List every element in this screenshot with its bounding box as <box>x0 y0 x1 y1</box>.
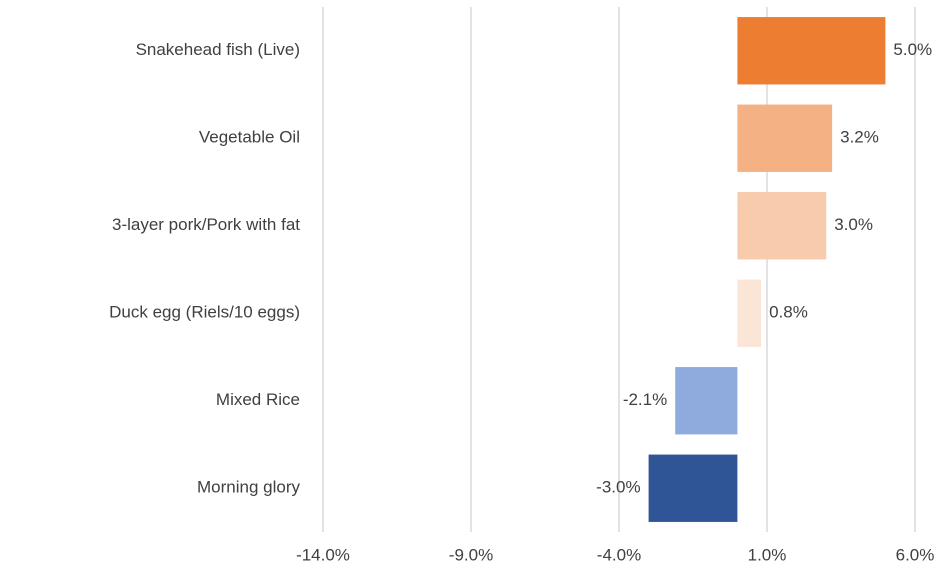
bar <box>737 192 827 260</box>
x-tick-label: -9.0% <box>449 545 493 564</box>
y-tick-label: Mixed Rice <box>216 390 300 409</box>
x-tick-label: -4.0% <box>597 545 641 564</box>
y-tick-label: Morning glory <box>197 478 300 497</box>
x-tick-label: 1.0% <box>748 545 787 564</box>
value-label: 5.0% <box>893 40 932 59</box>
x-tick-label: 6.0% <box>896 545 935 564</box>
bar <box>737 17 886 85</box>
value-label: -2.1% <box>623 390 667 409</box>
y-tick-label: 3-layer pork/Pork with fat <box>112 215 300 234</box>
bar <box>675 367 738 435</box>
y-tick-label: Vegetable Oil <box>199 128 300 147</box>
bar <box>648 454 738 522</box>
y-tick-label: Snakehead fish (Live) <box>136 40 300 59</box>
x-tick-label: -14.0% <box>296 545 350 564</box>
bar <box>737 279 762 347</box>
y-tick-label: Duck egg (Riels/10 eggs) <box>109 303 300 322</box>
value-label: -3.0% <box>596 478 640 497</box>
value-label: 3.2% <box>840 128 879 147</box>
bar <box>737 104 833 172</box>
value-label: 3.0% <box>834 215 873 234</box>
value-label: 0.8% <box>769 303 808 322</box>
